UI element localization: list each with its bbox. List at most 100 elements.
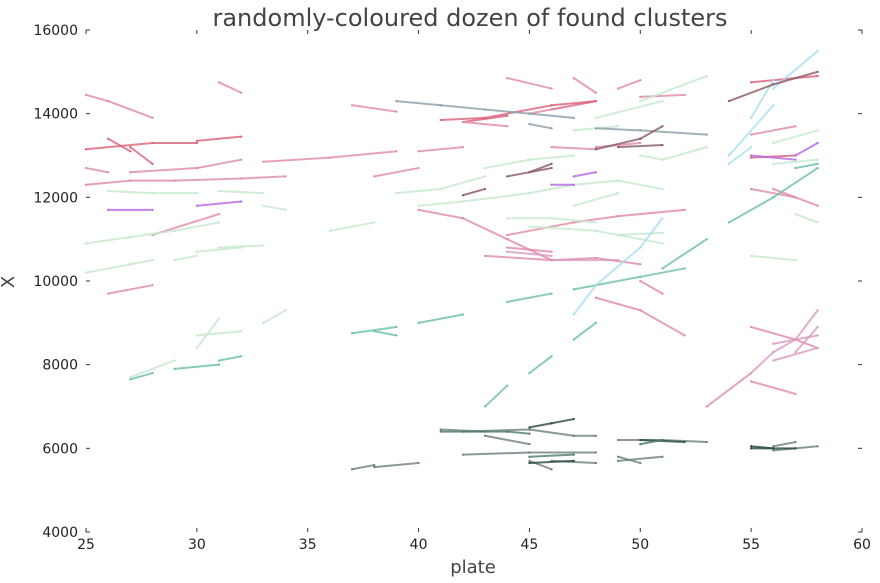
cluster-point	[639, 95, 642, 99]
cluster-point	[262, 321, 265, 324]
cluster-segment	[772, 167, 819, 199]
cluster-point	[594, 127, 598, 130]
cluster-point	[617, 192, 620, 195]
cluster-segment	[572, 192, 620, 207]
cluster-point	[594, 91, 598, 94]
y-tick-label: 12000	[33, 190, 78, 206]
cluster-segment	[750, 154, 797, 161]
cluster-point	[772, 83, 775, 86]
y-tick-label: 16000	[33, 23, 78, 39]
cluster-point	[794, 154, 797, 157]
cluster-point	[750, 81, 753, 84]
cluster-point	[772, 79, 775, 82]
cluster-point	[572, 288, 575, 291]
cluster-point	[550, 292, 553, 295]
cluster-point	[639, 141, 642, 145]
cluster-point	[217, 246, 221, 249]
cluster-point	[151, 162, 154, 165]
cluster-point	[639, 129, 642, 132]
cluster-segment	[705, 372, 753, 408]
cluster-point	[639, 246, 642, 249]
cluster-point	[217, 81, 221, 84]
cluster-point	[373, 175, 376, 178]
cluster-point	[661, 438, 664, 442]
cluster-point	[506, 77, 509, 80]
cluster-point	[594, 284, 598, 287]
cluster-point	[816, 162, 819, 165]
cluster-point	[550, 422, 553, 425]
cluster-point	[506, 233, 509, 237]
cluster-segment	[750, 380, 797, 395]
cluster-point	[528, 426, 531, 429]
cluster-segment	[328, 221, 376, 232]
cluster-segment	[639, 217, 664, 249]
cluster-segment	[173, 221, 221, 232]
cluster-point	[794, 440, 797, 444]
cluster-point	[195, 166, 198, 170]
cluster-point	[240, 135, 243, 138]
cluster-segment	[528, 112, 575, 119]
cluster-point	[417, 321, 420, 324]
cluster-segment	[395, 187, 442, 195]
cluster-point	[483, 434, 487, 437]
cluster-segment	[528, 183, 575, 195]
series-6	[107, 141, 819, 211]
cluster-point	[506, 430, 509, 433]
cluster-point	[572, 77, 575, 80]
cluster-point	[195, 254, 198, 257]
cluster-point	[373, 466, 376, 469]
cluster-point	[129, 235, 132, 239]
cluster-segment	[617, 455, 642, 464]
cluster-point	[240, 158, 243, 161]
cluster-point	[794, 258, 797, 262]
cluster-segment	[617, 208, 686, 218]
cluster-point	[705, 133, 708, 136]
cluster-segment	[572, 77, 597, 94]
cluster-point	[772, 187, 775, 191]
cluster-segment	[85, 236, 132, 245]
cluster-point	[373, 463, 376, 467]
series-9	[350, 428, 819, 471]
cluster-point	[572, 183, 575, 186]
cluster-segment	[617, 179, 664, 190]
cluster-point	[417, 166, 420, 170]
cluster-segment	[129, 372, 154, 381]
cluster-point	[107, 208, 110, 211]
cluster-point	[572, 104, 575, 107]
cluster-segment	[572, 321, 597, 341]
cluster-point	[683, 334, 686, 337]
cluster-segment	[506, 250, 553, 257]
cluster-segment	[528, 162, 553, 174]
cluster-point	[816, 221, 819, 224]
cluster-segment	[639, 154, 664, 161]
cluster-segment	[373, 167, 420, 178]
cluster-point	[794, 166, 797, 170]
cluster-point	[262, 160, 265, 163]
cluster-point	[772, 196, 775, 199]
cluster-point	[328, 156, 331, 159]
cluster-segment	[772, 158, 819, 165]
cluster-segment	[594, 137, 642, 151]
cluster-segment	[617, 144, 664, 149]
cluster-point	[439, 187, 442, 191]
cluster-segment	[195, 246, 243, 253]
cluster-segment	[639, 125, 664, 140]
cluster-segment	[528, 428, 575, 437]
cluster-segment	[750, 254, 797, 262]
cluster-point	[528, 225, 531, 228]
cluster-segment	[750, 187, 797, 199]
cluster-point	[528, 171, 531, 174]
cluster-point	[594, 229, 598, 232]
cluster-point	[661, 231, 664, 234]
chart-title: randomly-coloured dozen of found cluster…	[212, 4, 727, 32]
x-tick-label: 35	[299, 537, 317, 553]
x-tick-label: 25	[77, 537, 95, 553]
cluster-point	[217, 359, 221, 362]
x-tick-label: 40	[410, 537, 428, 553]
cluster-point	[661, 242, 664, 245]
cluster-segment	[794, 309, 819, 341]
cluster-point	[151, 371, 154, 375]
cluster-point	[417, 204, 420, 207]
cluster-segment	[85, 263, 132, 274]
cluster-point	[639, 309, 642, 312]
